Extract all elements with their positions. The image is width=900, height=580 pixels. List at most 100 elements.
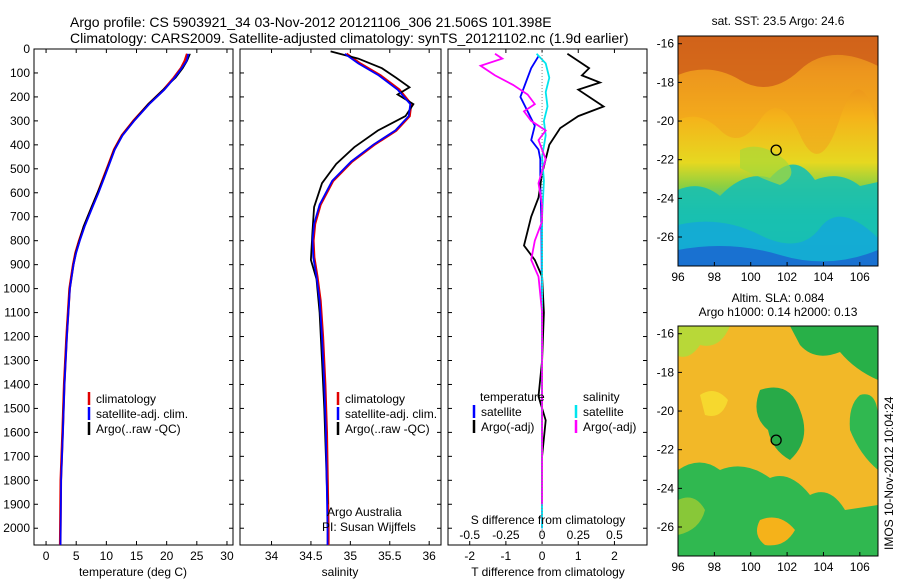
y-tick-label: 100	[10, 66, 30, 80]
map-y-tick-label: -16	[657, 37, 675, 51]
s-diff-tick-label: -0.5	[459, 528, 480, 542]
y-tick-label: 1000	[3, 282, 30, 296]
y-tick-label: 400	[10, 138, 30, 152]
salinity-panel: 34 34.5 35 35.5 36	[240, 48, 441, 563]
legend-text-climatology: climatology	[96, 392, 156, 406]
legend-header-temperature: temperature	[480, 390, 545, 404]
x-tick-label: 34.5	[299, 549, 323, 563]
sla-map-title: Altim. SLA: 0.084	[732, 291, 825, 305]
s-diff-tick-label: -0.25	[492, 528, 520, 542]
title-line-1: Argo profile: CS 5903921_34 03-Nov-2012 …	[70, 14, 552, 30]
salinity-xlabel: salinity	[322, 565, 359, 579]
temperature-panel: 0 5 10 15 20 25 300100200300400500600700800900…	[3, 42, 234, 563]
map-y-tick-label: -26	[657, 230, 675, 244]
difference-xlabel: T difference from climatology	[471, 565, 625, 579]
series-line-2	[523, 53, 606, 505]
legend-text-climatology: climatology	[345, 392, 405, 406]
x-tick-label: 5	[73, 549, 80, 563]
x-tick-label: 35.5	[378, 549, 402, 563]
difference-top-xlabel: S difference from climatology	[471, 513, 626, 527]
y-tick-label: 300	[10, 114, 30, 128]
y-tick-label: 1500	[3, 401, 30, 415]
difference-axes	[447, 48, 648, 546]
y-tick-label: 1200	[3, 330, 30, 344]
legend-text-argo: Argo(..raw -QC)	[96, 422, 181, 436]
x-tick-label: -2	[464, 549, 475, 563]
sla-map-frame	[677, 325, 879, 557]
map-y-tick-label: -18	[657, 75, 675, 89]
y-tick-label: 1400	[3, 377, 30, 391]
sla-map-axes: 96 98 100 102 104 106 -16 -18 -20 -22 -24 -26	[657, 327, 870, 574]
sst-map-frame	[677, 35, 879, 267]
x-tick-label: 35	[344, 549, 358, 563]
map-y-tick-label: -24	[657, 481, 675, 495]
sst-map-axes: 96 98 100 102 104 106 -16 -18 -20 -22 -24 -26	[657, 37, 870, 284]
y-tick-label: 1100	[4, 306, 30, 320]
legend-header-salinity: salinity	[583, 390, 620, 404]
map-x-tick-label: 96	[671, 270, 685, 284]
map-x-tick-label: 100	[741, 560, 761, 574]
series-line-1	[311, 52, 413, 545]
x-tick-label: 36	[422, 549, 436, 563]
map-y-tick-label: -20	[657, 114, 675, 128]
x-tick-label: 0	[43, 549, 50, 563]
annotation-pi: PI: Susan Wijffels	[322, 520, 416, 534]
series-line-1	[58, 53, 189, 546]
y-tick-label: 700	[10, 210, 30, 224]
s-diff-tick-label: 0.5	[606, 528, 623, 542]
series-line-3	[309, 50, 415, 505]
legend-text-s-satellite: satellite	[583, 405, 624, 419]
map-x-tick-label: 106	[850, 270, 870, 284]
difference-legend: temperature salinity satellite Argo(-adj…	[472, 390, 636, 434]
map-y-tick-label: -20	[657, 404, 675, 418]
y-tick-label: 1800	[3, 473, 30, 487]
legend-text-t-satellite: satellite	[481, 405, 522, 419]
x-tick-label: 2	[611, 549, 618, 563]
map-x-tick-label: 102	[777, 560, 797, 574]
map-x-tick-label: 98	[708, 560, 722, 574]
difference-panel: -2 -1 0 1 2 -0.5 -0.25 0 0.25 0.5	[448, 48, 647, 563]
temperature-xlabel: temperature (deg C)	[79, 565, 187, 579]
temperature-legend: climatology satellite-adj. clim. Argo(..…	[87, 392, 188, 436]
y-tick-label: 900	[10, 258, 30, 272]
legend-text-argo: Argo(..raw -QC)	[345, 422, 430, 436]
x-tick-label: 30	[220, 549, 234, 563]
y-tick-label: 200	[10, 90, 30, 104]
y-tick-label: 800	[10, 234, 30, 248]
series-line-3	[535, 53, 551, 529]
x-tick-label: 0	[539, 549, 546, 563]
s-diff-tick-label: 0.25	[567, 528, 591, 542]
legend-text-satellite: satellite-adj. clim.	[345, 407, 437, 421]
sla-map-subtitle: Argo h1000: 0.14 h2000: 0.13	[699, 305, 858, 319]
sla-map-field	[678, 326, 878, 556]
y-tick-label: 1900	[3, 497, 30, 511]
series-line-2	[59, 53, 190, 546]
x-tick-label: 25	[190, 549, 204, 563]
argo-location-marker	[770, 144, 782, 156]
s-diff-tick-label: 0	[539, 528, 546, 542]
y-tick-label: 1300	[3, 353, 30, 367]
y-tick-label: 600	[10, 186, 30, 200]
series-line-2	[311, 53, 412, 545]
map-x-tick-label: 106	[850, 560, 870, 574]
side-label: IMOS 10-Nov-2012 10:04:24	[882, 396, 896, 550]
y-tick-label: 0	[23, 42, 30, 56]
map-x-tick-label: 98	[708, 270, 722, 284]
map-y-tick-label: -22	[657, 153, 675, 167]
map-y-tick-label: -22	[657, 443, 675, 457]
x-tick-label: 1	[575, 549, 582, 563]
map-x-tick-label: 100	[741, 270, 761, 284]
title-line-2: Climatology: CARS2009. Satellite-adjuste…	[70, 30, 628, 46]
map-x-tick-label: 102	[777, 270, 797, 284]
series-line-4	[478, 53, 547, 505]
x-tick-label: 20	[160, 549, 174, 563]
sst-map-field	[678, 36, 878, 266]
x-tick-label: 34	[265, 549, 279, 563]
y-tick-label: 1600	[3, 425, 30, 439]
temperature-axes	[33, 48, 234, 546]
map-x-tick-label: 96	[671, 560, 685, 574]
salinity-axes	[239, 48, 442, 546]
y-tick-label: 500	[10, 162, 30, 176]
legend-text-s-argo: Argo(-adj)	[583, 420, 636, 434]
